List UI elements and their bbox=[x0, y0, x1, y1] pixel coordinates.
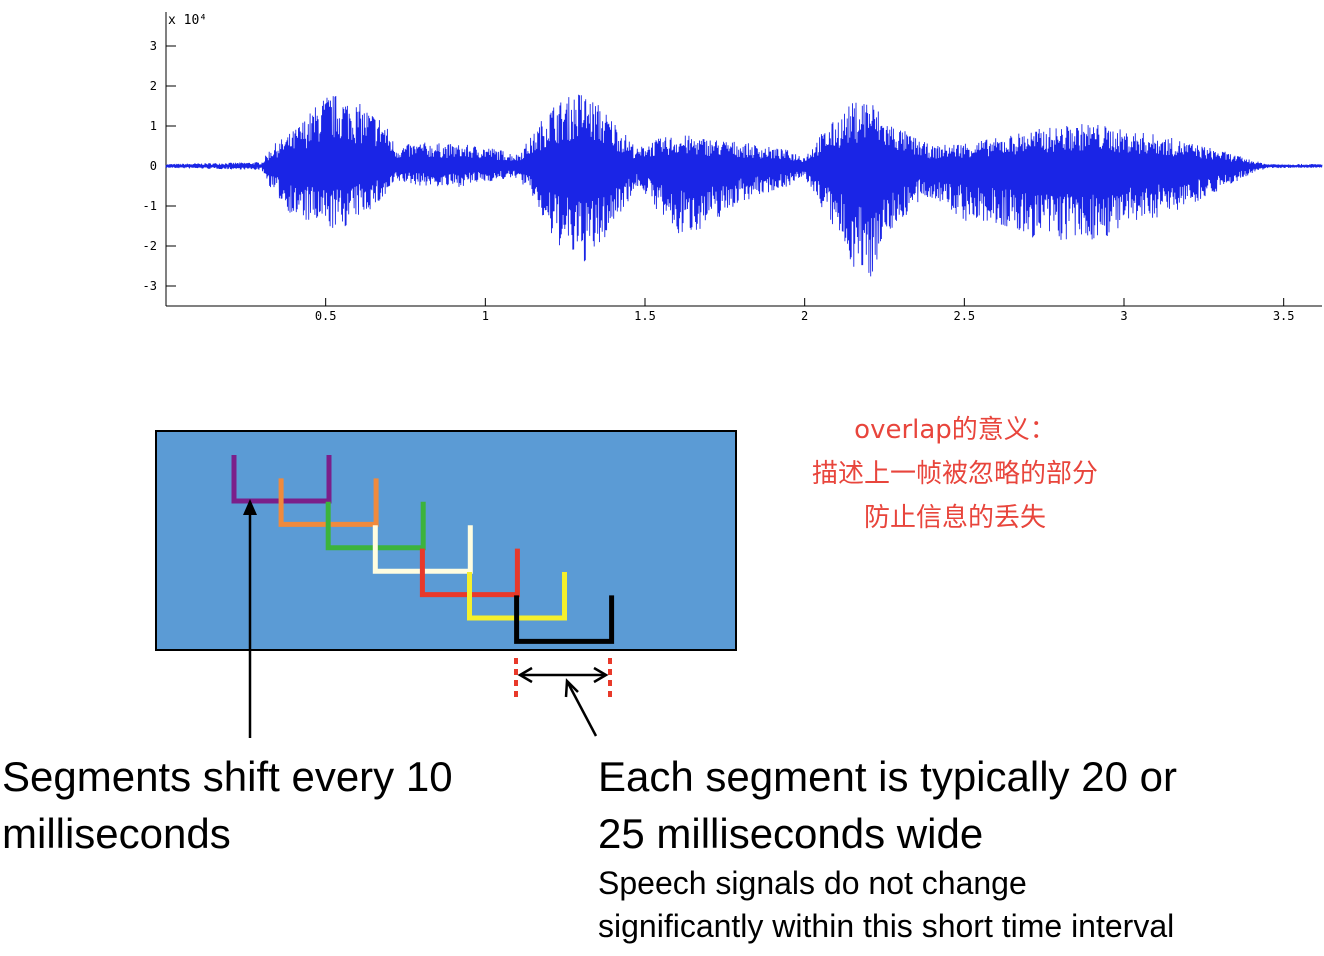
shift-pointer-arrow bbox=[243, 499, 257, 738]
waveform-series bbox=[165, 94, 1323, 277]
overlap-note-line-2: 描述上一帧被忽略的部分 bbox=[811, 459, 1098, 489]
width-pointer-arrow bbox=[564, 678, 598, 737]
x-tick-label: 0.5 bbox=[315, 309, 337, 323]
y-tick-label: 1 bbox=[150, 119, 157, 133]
y-tick-label: -1 bbox=[143, 199, 157, 213]
signal-block bbox=[155, 430, 737, 651]
y-tick-label: 0 bbox=[150, 159, 157, 173]
y-tick-label: -3 bbox=[143, 279, 157, 293]
x-tick-label: 1.5 bbox=[634, 309, 656, 323]
x-tick-label: 2 bbox=[801, 309, 808, 323]
segment-width-arrow bbox=[517, 666, 609, 684]
y-tick-label: -2 bbox=[143, 239, 157, 253]
detail-caption-line-2: significantly within this short time int… bbox=[598, 908, 1175, 944]
detail-caption-line-1: Speech signals do not change bbox=[598, 865, 1027, 901]
waveform-plot: 3 2 1 0 -1 -2 -3 0.5 1 1.5 2 2.5 3 3.5 x 10⁴ bbox=[143, 12, 1323, 323]
plot-axes: 3 2 1 0 -1 -2 -3 0.5 1 1.5 2 2.5 3 3.5 bbox=[143, 12, 1322, 323]
x-tick-label: 3 bbox=[1120, 309, 1127, 323]
width-caption-line-1: Each segment is typically 20 or bbox=[598, 753, 1177, 800]
x-tick-label: 3.5 bbox=[1273, 309, 1295, 323]
width-caption-line-2: 25 milliseconds wide bbox=[598, 810, 984, 857]
segment-frames bbox=[231, 455, 615, 644]
y-tick-label: 2 bbox=[150, 79, 157, 93]
shift-caption-line-1: Segments shift every 10 bbox=[2, 753, 453, 800]
y-multiplier-label: x 10⁴ bbox=[168, 13, 207, 28]
overlap-note-title: overlap的意义： bbox=[854, 415, 1056, 445]
x-tick-label: 1 bbox=[482, 309, 489, 323]
waveform-line bbox=[165, 94, 1323, 277]
x-tick-label: 2.5 bbox=[953, 309, 975, 323]
y-tick-label: 3 bbox=[150, 39, 157, 53]
overlap-note-line-3: 防止信息的丢失 bbox=[863, 503, 1046, 533]
segment-frame-7 bbox=[514, 595, 615, 644]
shift-caption-line-2: milliseconds bbox=[2, 810, 231, 857]
